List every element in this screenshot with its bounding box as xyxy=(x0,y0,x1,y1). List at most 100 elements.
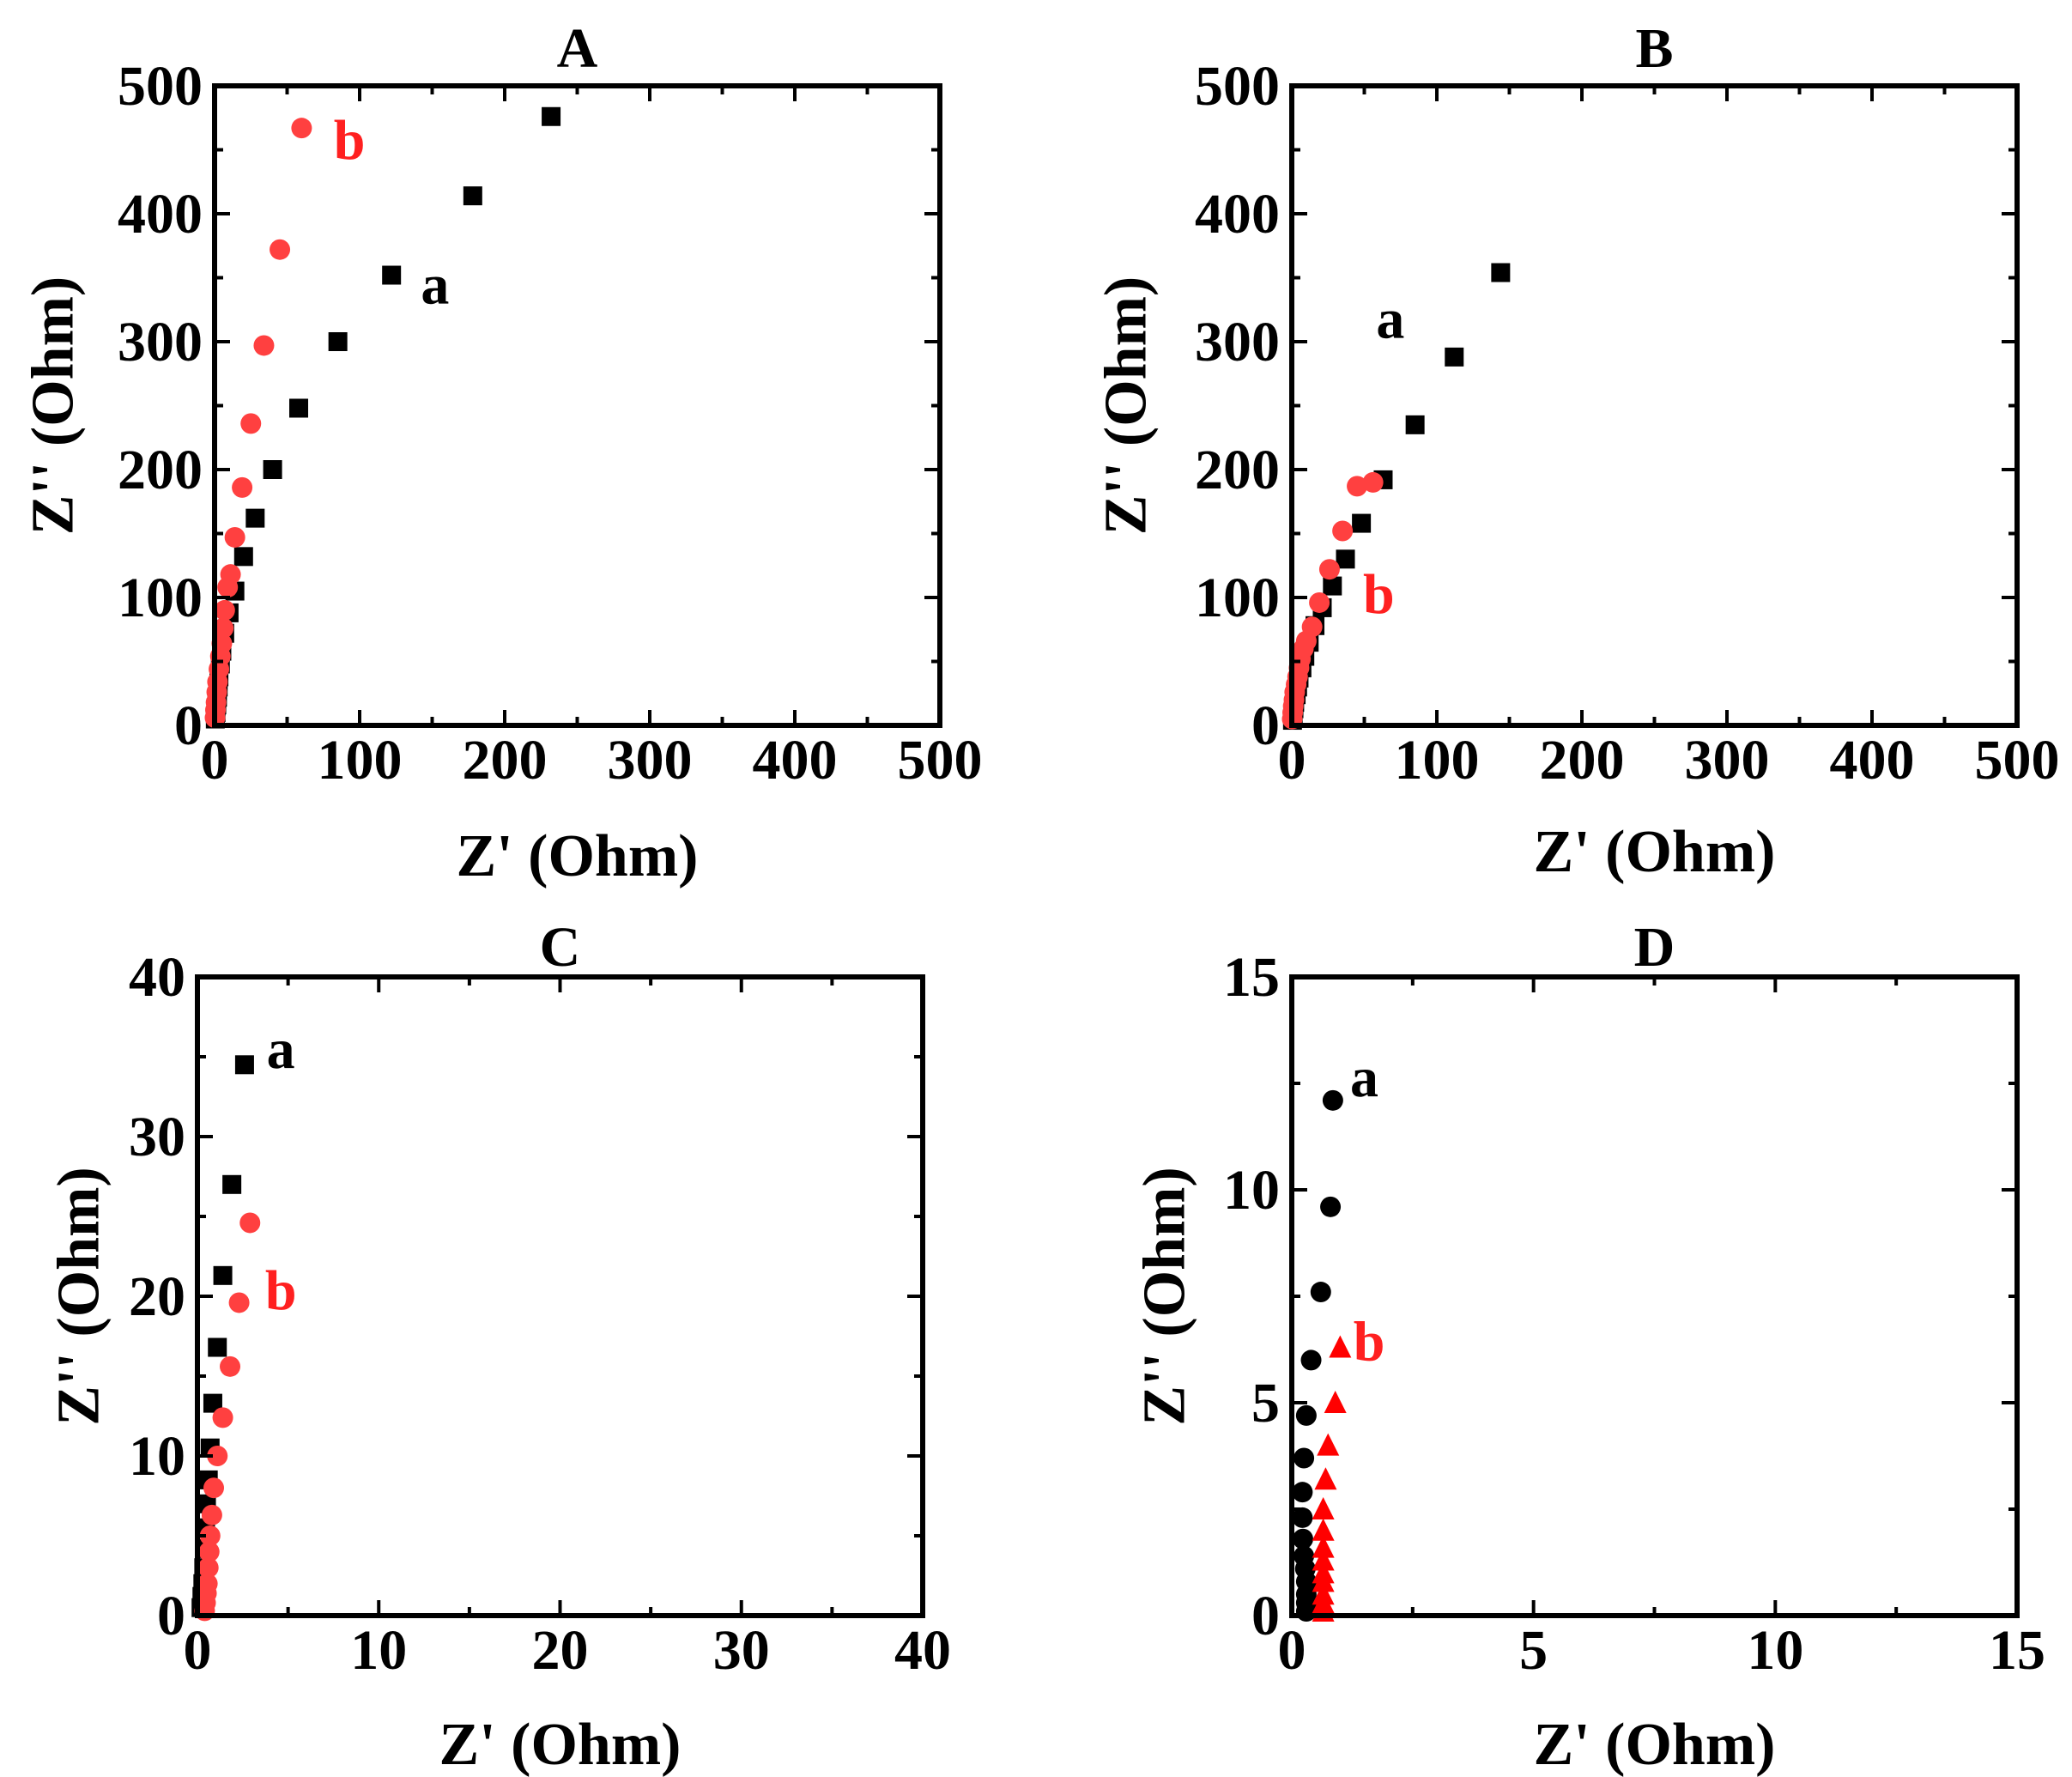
data-point-series-a xyxy=(463,186,482,206)
data-point-series-b xyxy=(212,1407,233,1428)
x-tick-label: 15 xyxy=(1989,1619,2045,1682)
data-point-series-a xyxy=(1491,263,1511,282)
series-annotation-a: a xyxy=(267,1018,295,1081)
data-point-series-b xyxy=(253,335,275,356)
data-point-series-b xyxy=(1312,1535,1335,1558)
y-tick-label: 200 xyxy=(1195,439,1280,501)
plot-frame xyxy=(212,83,942,728)
plot-frame xyxy=(1289,974,2020,1618)
y-tick-label: 5 xyxy=(1251,1372,1280,1434)
y-tick-label: 300 xyxy=(1195,311,1280,373)
y-tick-label: 300 xyxy=(118,311,203,373)
data-point-series-a xyxy=(1293,1447,1315,1469)
x-tick-label: 0 xyxy=(201,729,229,791)
data-markers xyxy=(1292,1089,1352,1622)
data-point-series-b xyxy=(1301,616,1323,638)
data-point-series-b xyxy=(240,413,262,434)
data-point-series-b xyxy=(1324,1391,1347,1413)
data-point-series-a xyxy=(1352,513,1372,533)
x-axis-label: Z' (Ohm) xyxy=(439,1712,682,1777)
x-axis-label: Z' (Ohm) xyxy=(1534,1712,1776,1777)
y-tick-label: 0 xyxy=(1251,694,1280,757)
data-point-series-a xyxy=(213,1265,233,1285)
data-point-series-b xyxy=(1312,1561,1335,1584)
panel-d: D 0 5 10 15 0 5 10 15 Z' (Ohm) Z'' (Ohm) a b xyxy=(1132,916,2046,1777)
data-point-series-b xyxy=(1312,1497,1335,1519)
data-point-series-b xyxy=(1317,1433,1340,1456)
x-tick-label: 0 xyxy=(1278,1619,1306,1682)
y-tick-label: 100 xyxy=(1195,567,1280,629)
data-point-series-b xyxy=(1329,1335,1352,1358)
x-tick-label: 300 xyxy=(1685,729,1770,791)
y-tick-label: 30 xyxy=(129,1106,185,1168)
data-point-series-a xyxy=(263,460,282,479)
data-point-series-b xyxy=(214,599,235,621)
y-tick-label: 0 xyxy=(1251,1585,1280,1647)
data-point-series-b xyxy=(1347,476,1368,497)
series-annotation-a: a xyxy=(1350,1046,1378,1109)
x-tick-label: 20 xyxy=(532,1619,589,1682)
data-markers xyxy=(204,106,561,729)
series-annotation-b: b xyxy=(265,1259,297,1322)
x-tick-label: 30 xyxy=(713,1619,770,1682)
y-tick-label: 15 xyxy=(1223,946,1280,1009)
data-point-series-b xyxy=(207,1446,228,1466)
plot-frame xyxy=(195,974,925,1618)
x-tick-label: 40 xyxy=(894,1619,951,1682)
data-point-series-b xyxy=(232,476,253,498)
data-point-series-a xyxy=(1320,1196,1342,1217)
data-point-series-b xyxy=(270,239,291,260)
data-point-series-b xyxy=(203,1477,225,1499)
plot-frame xyxy=(1289,83,2020,728)
series-annotation-b: b xyxy=(1363,563,1395,626)
y-tick-label: 400 xyxy=(1195,183,1280,246)
x-tick-label: 0 xyxy=(1278,729,1306,791)
x-axis-label: Z' (Ohm) xyxy=(1534,819,1776,885)
panel-title: C xyxy=(540,916,581,979)
y-tick-label: 100 xyxy=(118,567,203,629)
data-point-series-a xyxy=(1292,1528,1313,1550)
series-annotation-b: b xyxy=(334,109,366,172)
data-point-series-b xyxy=(201,1504,222,1525)
data-point-series-a xyxy=(1310,1282,1331,1303)
data-point-series-b xyxy=(197,1557,219,1579)
y-tick-label: 500 xyxy=(118,55,203,118)
data-point-series-b xyxy=(220,564,241,585)
data-point-series-a xyxy=(203,1393,222,1413)
data-point-series-b xyxy=(239,1212,261,1234)
x-tick-label: 500 xyxy=(1975,729,2060,791)
series-annotation-a: a xyxy=(421,253,449,316)
x-tick-label: 100 xyxy=(318,729,403,791)
data-point-series-a xyxy=(1300,1349,1322,1371)
x-tick-label: 400 xyxy=(1830,729,1915,791)
x-tick-label: 0 xyxy=(184,1619,212,1682)
y-axis-label: Z'' (Ohm) xyxy=(1094,276,1160,535)
panel-title: D xyxy=(1634,916,1675,979)
data-point-series-a xyxy=(1293,1545,1315,1567)
y-axis-label: Z'' (Ohm) xyxy=(21,276,87,535)
x-tick-label: 400 xyxy=(753,729,838,791)
data-point-series-b xyxy=(228,1292,250,1313)
data-point-series-a xyxy=(542,106,561,126)
data-point-series-b xyxy=(1318,559,1340,580)
data-point-series-a xyxy=(208,1337,227,1357)
panel-title: A xyxy=(557,17,598,80)
data-point-series-b xyxy=(291,118,312,139)
data-point-series-b xyxy=(198,1541,220,1562)
y-tick-label: 40 xyxy=(129,946,185,1009)
y-tick-label: 0 xyxy=(157,1585,185,1647)
series-annotation-a: a xyxy=(1376,288,1404,351)
data-point-series-a xyxy=(1445,347,1464,367)
x-tick-label: 200 xyxy=(1540,729,1625,791)
y-axis-label: Z'' (Ohm) xyxy=(1132,1167,1198,1425)
data-point-series-b xyxy=(1362,471,1384,493)
data-point-series-b xyxy=(220,1355,241,1377)
x-tick-label: 500 xyxy=(898,729,983,791)
y-tick-label: 0 xyxy=(174,694,203,757)
data-point-series-a xyxy=(1323,576,1342,596)
x-axis-label: Z' (Ohm) xyxy=(457,823,699,889)
y-tick-label: 10 xyxy=(1223,1159,1280,1222)
data-point-series-b xyxy=(1332,520,1354,542)
y-tick-label: 500 xyxy=(1195,55,1280,118)
